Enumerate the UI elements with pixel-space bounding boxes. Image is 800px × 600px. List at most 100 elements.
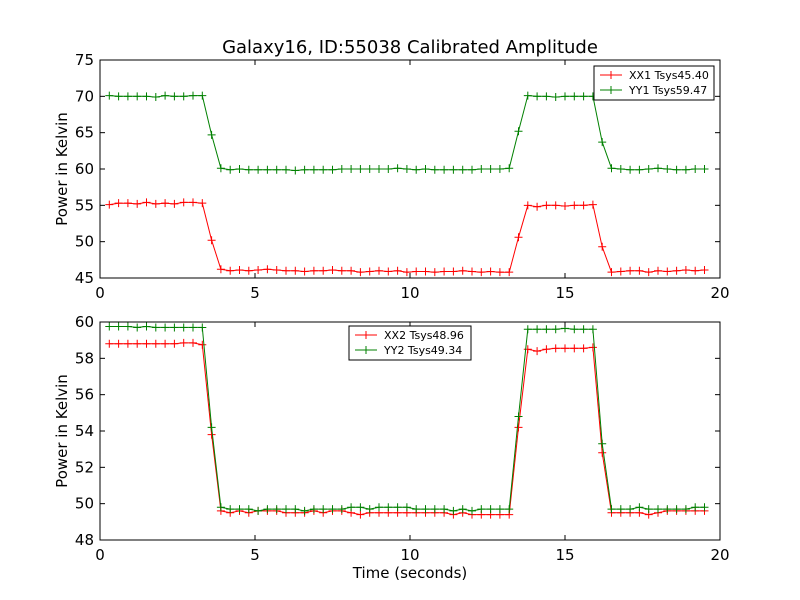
data-point — [375, 266, 383, 275]
data-point — [607, 164, 616, 173]
data-point — [123, 199, 132, 208]
data-point — [337, 505, 346, 514]
data-point — [430, 165, 439, 174]
data-point — [123, 322, 132, 331]
data-point — [179, 198, 188, 207]
x-tick-label: 5 — [250, 546, 260, 564]
legend-box — [593, 65, 715, 101]
data-point — [616, 505, 625, 514]
data-point — [198, 323, 207, 332]
data-point — [402, 268, 411, 277]
data-point — [523, 325, 532, 334]
data-point — [561, 92, 569, 101]
data-point — [579, 344, 588, 353]
series-line — [109, 201, 705, 273]
data-point — [663, 267, 672, 276]
data-point — [356, 503, 365, 512]
data-point — [179, 92, 188, 101]
data-point — [663, 505, 672, 514]
data-point — [635, 165, 644, 174]
data-point — [644, 505, 653, 514]
data-point — [654, 164, 662, 173]
data-point — [598, 439, 607, 448]
data-point — [458, 505, 467, 514]
data-point — [533, 347, 542, 356]
data-point — [449, 165, 458, 174]
data-point — [161, 323, 170, 332]
data-point — [170, 323, 179, 332]
data-point — [207, 130, 216, 139]
data-point — [282, 505, 290, 514]
data-point — [514, 423, 523, 432]
data-point — [198, 91, 207, 100]
data-point — [105, 200, 114, 209]
data-point — [672, 266, 681, 275]
legend-marker — [607, 71, 615, 79]
data-point — [244, 505, 253, 514]
data-point — [468, 506, 476, 515]
data-point — [114, 199, 123, 208]
data-point — [347, 503, 356, 512]
data-point — [365, 267, 374, 276]
data-point — [700, 266, 709, 275]
data-point — [477, 268, 486, 277]
x-tick-label: 15 — [555, 546, 574, 564]
series-line — [109, 342, 705, 516]
x-tick-label: 5 — [250, 284, 260, 302]
data-point — [133, 339, 142, 348]
data-point — [123, 92, 132, 101]
data-point — [272, 266, 281, 275]
y-tick-label: 70 — [75, 87, 94, 105]
data-point — [309, 266, 318, 275]
data-point — [170, 199, 179, 208]
data-point — [588, 200, 597, 209]
data-point — [523, 201, 532, 210]
data-point — [384, 165, 393, 173]
data-point — [681, 165, 690, 174]
data-point — [105, 339, 114, 348]
data-point — [551, 344, 560, 353]
data-point — [189, 91, 197, 100]
data-point — [672, 505, 681, 514]
data-point — [282, 165, 290, 174]
data-point — [412, 165, 421, 174]
y-tick-label: 58 — [75, 349, 94, 367]
data-point — [179, 338, 188, 347]
data-point — [263, 265, 272, 274]
data-point — [328, 165, 337, 174]
data-point — [226, 165, 235, 174]
data-point — [226, 505, 235, 514]
y-tick-label: 56 — [75, 386, 94, 404]
y-tick-label: 48 — [75, 531, 94, 549]
data-point — [598, 242, 607, 251]
x-tick-label: 0 — [95, 546, 105, 564]
data-point — [384, 267, 393, 276]
data-point — [151, 339, 160, 348]
legend-label: YY1 Tsys59.47 — [628, 84, 707, 97]
legend: XX1 Tsys45.40 YY1 Tsys59.47 — [593, 65, 715, 101]
y-tick-label: 54 — [75, 422, 94, 440]
data-point — [189, 323, 197, 332]
data-point — [626, 165, 635, 174]
data-point — [272, 165, 281, 174]
data-point — [161, 339, 170, 348]
data-point — [365, 165, 374, 173]
data-point — [189, 198, 197, 207]
data-point — [356, 165, 365, 173]
data-point — [514, 127, 523, 136]
data-point — [468, 267, 476, 276]
data-point — [672, 165, 681, 174]
y-tick-label: 45 — [75, 269, 94, 287]
data-point — [495, 268, 504, 277]
data-point — [207, 430, 216, 439]
y-tick-label: 65 — [75, 124, 94, 142]
data-point — [561, 202, 569, 211]
data-point — [133, 323, 142, 332]
data-point — [681, 266, 690, 275]
data-point — [291, 166, 300, 175]
data-point — [542, 325, 551, 334]
data-point — [542, 201, 551, 210]
data-point — [570, 344, 579, 353]
data-point — [458, 266, 467, 275]
data-point — [412, 505, 421, 514]
